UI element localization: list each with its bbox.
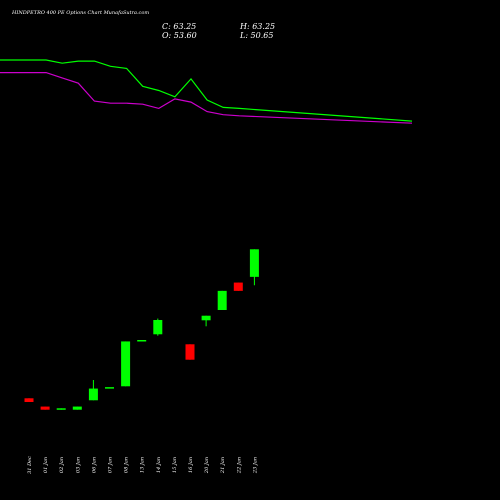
candle-body [56, 408, 66, 410]
candle [153, 318, 163, 336]
high-value: H: 63.25 [240, 22, 276, 31]
candle [249, 249, 259, 286]
indicator-lines [0, 59, 413, 124]
candle [233, 282, 243, 291]
x-axis-labels: 31 Dec 01 Jan 02 Jan 03 Jan 06 Jan 07 Jan 08 J… [27, 456, 258, 474]
candle-body [185, 344, 195, 360]
x-tick-label: 14 Jan [156, 457, 162, 473]
candle [201, 315, 211, 327]
candle-body [201, 315, 211, 321]
x-tick-label: 13 Jan [140, 457, 146, 473]
x-tick-label: 01 Jan [43, 457, 49, 473]
x-tick-label: 15 Jan [172, 457, 178, 473]
x-tick-label: 22 Jan [236, 457, 242, 474]
candle [105, 387, 114, 389]
low-value: L: 50.65 [240, 31, 274, 40]
candle-body [40, 406, 50, 410]
x-tick-label: 02 Jan [59, 457, 65, 473]
candle-body [233, 282, 243, 291]
x-tick-label: 08 Jan [124, 457, 130, 473]
x-tick-label: 21 Jan [220, 457, 226, 474]
candle-body [105, 387, 114, 389]
indicator-line-2 [0, 71, 413, 124]
indicator-line-1 [0, 59, 413, 122]
close-value: C: 63.25 [162, 22, 197, 31]
candle [56, 408, 66, 410]
candle-body [24, 398, 34, 402]
candle [217, 290, 227, 310]
candle-body [217, 290, 227, 310]
candle-body [72, 406, 82, 410]
x-tick-label: 07 Jan [108, 457, 114, 473]
x-tick-label: 20 Jan [204, 457, 210, 474]
x-tick-label: 16 Jan [188, 457, 194, 473]
candle-body [153, 320, 163, 335]
candle [24, 398, 34, 402]
candlesticks [24, 249, 259, 410]
candle-body [121, 341, 131, 387]
candle-body [88, 388, 98, 401]
x-tick-label: 03 Jan [75, 457, 81, 473]
candle [121, 341, 131, 387]
candle [185, 344, 195, 360]
chart-title: HINDPETRO 400 PE Options Chart MunafaSut… [12, 10, 150, 16]
candle-body [137, 340, 147, 342]
x-tick-label: 06 Jan [91, 457, 97, 473]
x-tick-label: 31 Dec [27, 456, 33, 474]
x-tick-label: 23 Jan [252, 457, 258, 474]
candle [40, 406, 50, 410]
candle [137, 340, 147, 342]
candle [88, 380, 98, 401]
candle-body [249, 249, 259, 277]
open-value: O: 53.60 [162, 31, 197, 40]
candle [72, 406, 82, 410]
